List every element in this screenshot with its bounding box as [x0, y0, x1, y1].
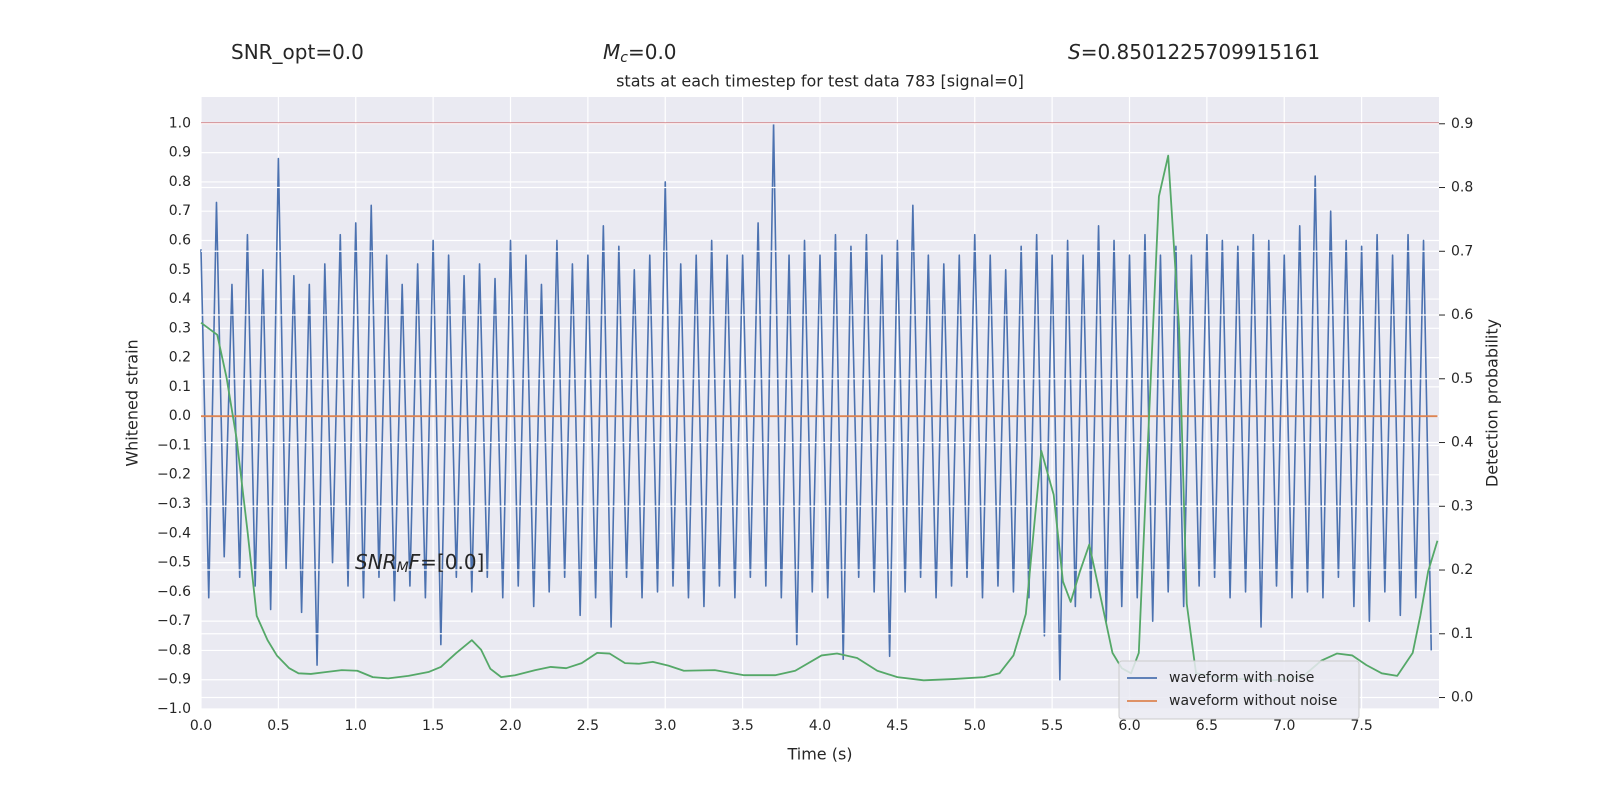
- x-tick-label: 3.5: [731, 718, 753, 734]
- y2-tick-label: 0.8: [1451, 180, 1473, 196]
- y-tick-label: 0.8: [169, 174, 191, 190]
- y-tick-label: −0.2: [157, 467, 191, 483]
- y-tick-label: 0.9: [169, 145, 191, 161]
- text-part: =[0.0]: [420, 550, 484, 574]
- x-tick-label: 7.0: [1273, 718, 1295, 734]
- x-axis-label: Time (s): [786, 745, 852, 764]
- y2-tick-label: 0.3: [1451, 498, 1473, 514]
- data-line: [200, 122, 1433, 681]
- x-tick-label: 5.0: [964, 718, 986, 734]
- data-line: [200, 154, 1439, 682]
- y-tick-label: 0.1: [169, 379, 191, 395]
- x-tick-label: 0.5: [267, 718, 289, 734]
- x-tick-label: 5.5: [1041, 718, 1063, 734]
- y-tick-label: −0.8: [157, 642, 191, 658]
- y-tick-label: −0.4: [157, 525, 191, 541]
- y-tick-label: 0.0: [169, 408, 191, 424]
- y2-tick-label: 0.1: [1451, 626, 1473, 642]
- annotation: SNRMF=[0.0]: [355, 550, 484, 577]
- text-part: =0.8501225709915161: [1081, 40, 1320, 64]
- text-part: =0.0: [628, 40, 677, 64]
- y-tick-label: 0.7: [169, 203, 191, 219]
- x-tick-label: 2.0: [499, 718, 521, 734]
- legend-label: waveform without noise: [1169, 693, 1337, 709]
- y2-tick-label: 0.7: [1451, 243, 1473, 259]
- y2-axis-label: Detection probability: [1483, 319, 1502, 487]
- x-tick-label: 1.0: [345, 718, 367, 734]
- y2-tick-label: 0.9: [1451, 116, 1473, 132]
- text-part: F: [409, 550, 421, 574]
- text-part: S: [1068, 40, 1081, 64]
- x-tick-label: 4.5: [886, 718, 908, 734]
- y-tick-label: 0.5: [169, 262, 191, 278]
- y-tick-label: 0.4: [169, 291, 191, 307]
- text-part: M: [603, 40, 620, 64]
- text-part: M: [397, 560, 409, 576]
- x-tick-label: 6.5: [1196, 718, 1218, 734]
- y-tick-label: −0.3: [157, 496, 191, 512]
- y-tick-label: −0.5: [157, 555, 191, 571]
- text-part: SNR_opt=0.0: [231, 40, 364, 64]
- y2-tick-label: 0.0: [1451, 690, 1473, 706]
- header-text: S=0.8501225709915161: [1068, 40, 1320, 64]
- header-text: SNR_opt=0.0: [231, 40, 364, 64]
- y-axis-label: Whitened strain: [123, 339, 142, 466]
- y2-tick-label: 0.5: [1451, 371, 1473, 387]
- y-tick-label: 0.3: [169, 320, 191, 336]
- y-tick-label: −1.0: [157, 701, 191, 717]
- y-tick-label: −0.9: [157, 672, 191, 688]
- text-part: SNR: [355, 550, 397, 574]
- legend-box: [1118, 660, 1360, 720]
- header-text: Mc=0.0: [603, 40, 677, 67]
- x-tick-label: 0.0: [190, 718, 212, 734]
- chart-title: stats at each timestep for test data 783…: [616, 72, 1024, 91]
- x-tick-label: 4.0: [809, 718, 831, 734]
- y2-tick-label: 0.2: [1451, 562, 1473, 578]
- y-tick-label: −0.7: [157, 613, 191, 629]
- legend-label: waveform with noise: [1169, 670, 1314, 686]
- x-tick-label: 3.0: [654, 718, 676, 734]
- y2-tick-label: 0.4: [1451, 435, 1473, 451]
- y-tick-label: −0.6: [157, 584, 191, 600]
- legend: waveform with noise waveform without nois…: [1118, 660, 1360, 720]
- y-tick-label: 0.2: [169, 350, 191, 366]
- x-tick-label: 2.5: [577, 718, 599, 734]
- y2-tick-label: 0.6: [1451, 307, 1473, 323]
- y-tick-label: 0.6: [169, 232, 191, 248]
- y-tick-label: 1.0: [169, 115, 191, 131]
- x-tick-label: 7.5: [1350, 718, 1372, 734]
- x-tick-label: 6.0: [1118, 718, 1140, 734]
- y-tick-label: −0.1: [157, 437, 191, 453]
- text-part: c: [620, 50, 628, 66]
- x-tick-label: 1.5: [422, 718, 444, 734]
